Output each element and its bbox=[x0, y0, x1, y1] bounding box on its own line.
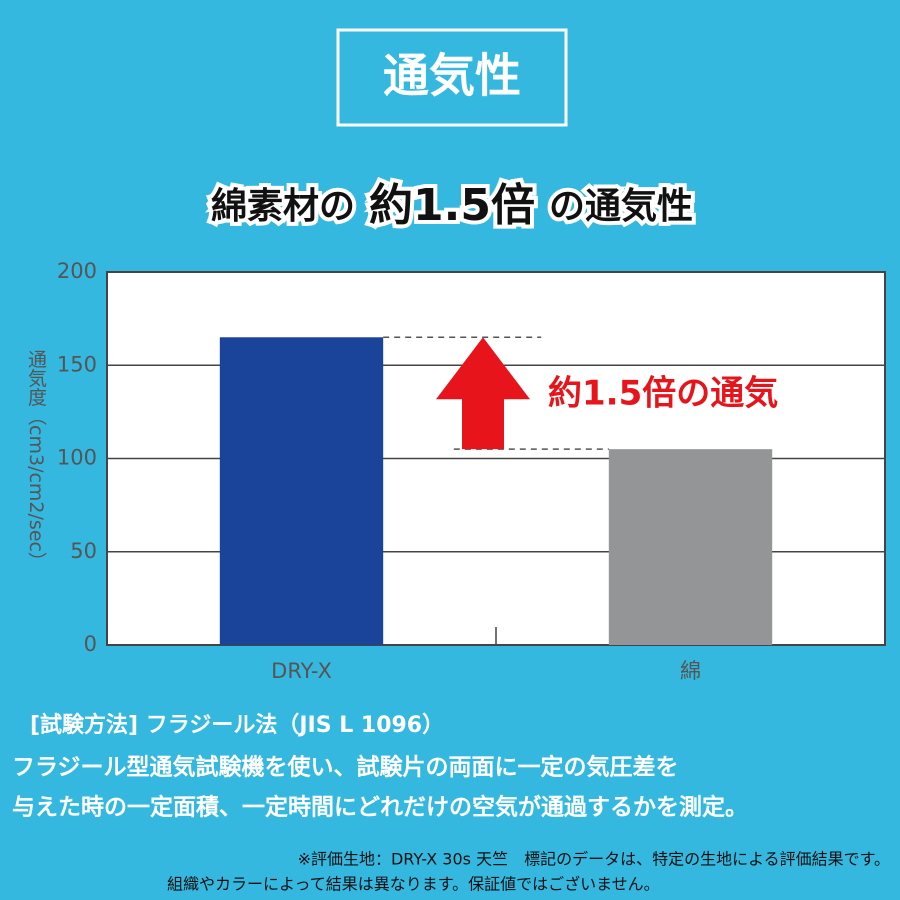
subtitle: 綿素材の 約1.5倍 の通気性 bbox=[211, 180, 693, 231]
subtitle-part: 約1.5倍 bbox=[369, 180, 535, 231]
y-tick-label: 100 bbox=[57, 446, 97, 470]
annotation: 約1.5倍の通気 bbox=[548, 374, 778, 414]
bar bbox=[608, 449, 773, 645]
y-tick-label: 0 bbox=[84, 632, 97, 656]
title-box bbox=[336, 28, 568, 127]
x-tick-label: DRY-X bbox=[271, 659, 332, 683]
footnote: 組織やカラーによって結果は異なります。保証値ではございません。 bbox=[167, 875, 660, 894]
description-line: フラジール型通気試験機を使い、試験片の両面に一定の気圧差を bbox=[12, 754, 679, 781]
comparison-arrow bbox=[436, 337, 530, 450]
y-tick-label: 50 bbox=[70, 539, 97, 563]
method-title: [試験方法] フラジール法（JIS L 1096） bbox=[30, 712, 444, 738]
footnote: ※評価生地：DRY-X 30s 天竺 標記のデータは、特定の生地による評価結果で… bbox=[298, 850, 890, 869]
description-line: 与えた時の一定面積、一定時間にどれだけの空気が通過するかを測定。 bbox=[12, 794, 748, 821]
chart-title: 通気性 bbox=[383, 49, 521, 103]
y-axis-label: 通気度（cm3/cm2/sec） bbox=[25, 349, 47, 571]
bar bbox=[219, 337, 384, 645]
y-tick-label: 200 bbox=[57, 259, 97, 283]
x-tick-label: 綿 bbox=[680, 659, 701, 683]
y-tick-label: 150 bbox=[57, 352, 97, 376]
subtitle-part: 綿素材の bbox=[211, 186, 355, 227]
subtitle-part: の通気性 bbox=[549, 186, 693, 227]
